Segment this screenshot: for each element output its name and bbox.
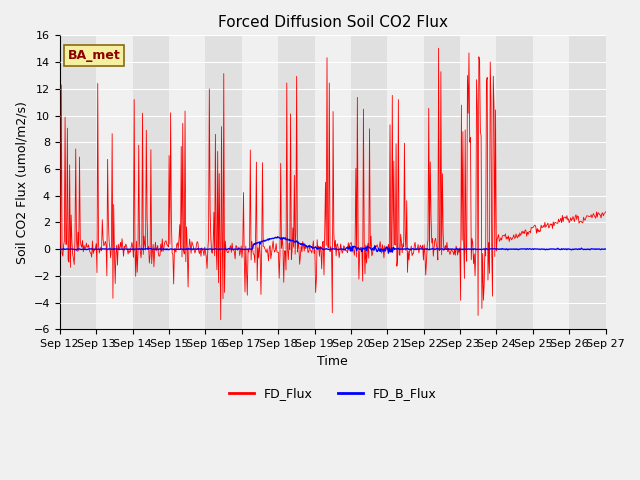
Bar [497, 36, 533, 329]
Bar [351, 36, 387, 329]
FD_B_Flux [206, 246, 214, 252]
Bar [314, 36, 351, 329]
Title: Forced Diffusion Soil CO2 Flux: Forced Diffusion Soil CO2 Flux [218, 15, 448, 30]
FD_B_Flux [602, 246, 609, 252]
FD_Flux [400, 244, 408, 250]
FD_B_Flux [177, 246, 185, 252]
FD_B_Flux [274, 234, 282, 240]
FD_B_Flux [56, 246, 63, 252]
Text: BA_met: BA_met [68, 49, 121, 62]
FD_Flux [177, 144, 185, 149]
Line: FD_B_Flux: FD_B_Flux [60, 237, 605, 253]
Bar [569, 36, 605, 329]
Bar [60, 36, 96, 329]
Bar [205, 36, 242, 329]
FD_Flux [416, 245, 424, 251]
Bar [132, 36, 169, 329]
Legend: FD_Flux, FD_B_Flux: FD_Flux, FD_B_Flux [224, 383, 442, 406]
FD_B_Flux [385, 250, 392, 256]
Bar [242, 36, 278, 329]
Bar [460, 36, 497, 329]
FD_Flux [66, 162, 74, 168]
Bar [96, 36, 132, 329]
X-axis label: Time: Time [317, 355, 348, 368]
FD_B_Flux [417, 246, 424, 252]
FD_Flux [206, 208, 214, 214]
Bar [424, 36, 460, 329]
FD_B_Flux [122, 246, 130, 252]
FD_Flux [56, 249, 63, 254]
Bar [278, 36, 314, 329]
FD_B_Flux [401, 246, 408, 252]
FD_Flux [122, 241, 130, 247]
FD_Flux [217, 317, 225, 323]
Line: FD_Flux: FD_Flux [60, 48, 605, 320]
Bar [533, 36, 569, 329]
Bar [169, 36, 205, 329]
FD_Flux [435, 45, 442, 51]
FD_B_Flux [66, 247, 74, 252]
Bar [387, 36, 424, 329]
FD_Flux [602, 209, 609, 215]
Y-axis label: Soil CO2 Flux (umol/m2/s): Soil CO2 Flux (umol/m2/s) [15, 101, 28, 264]
